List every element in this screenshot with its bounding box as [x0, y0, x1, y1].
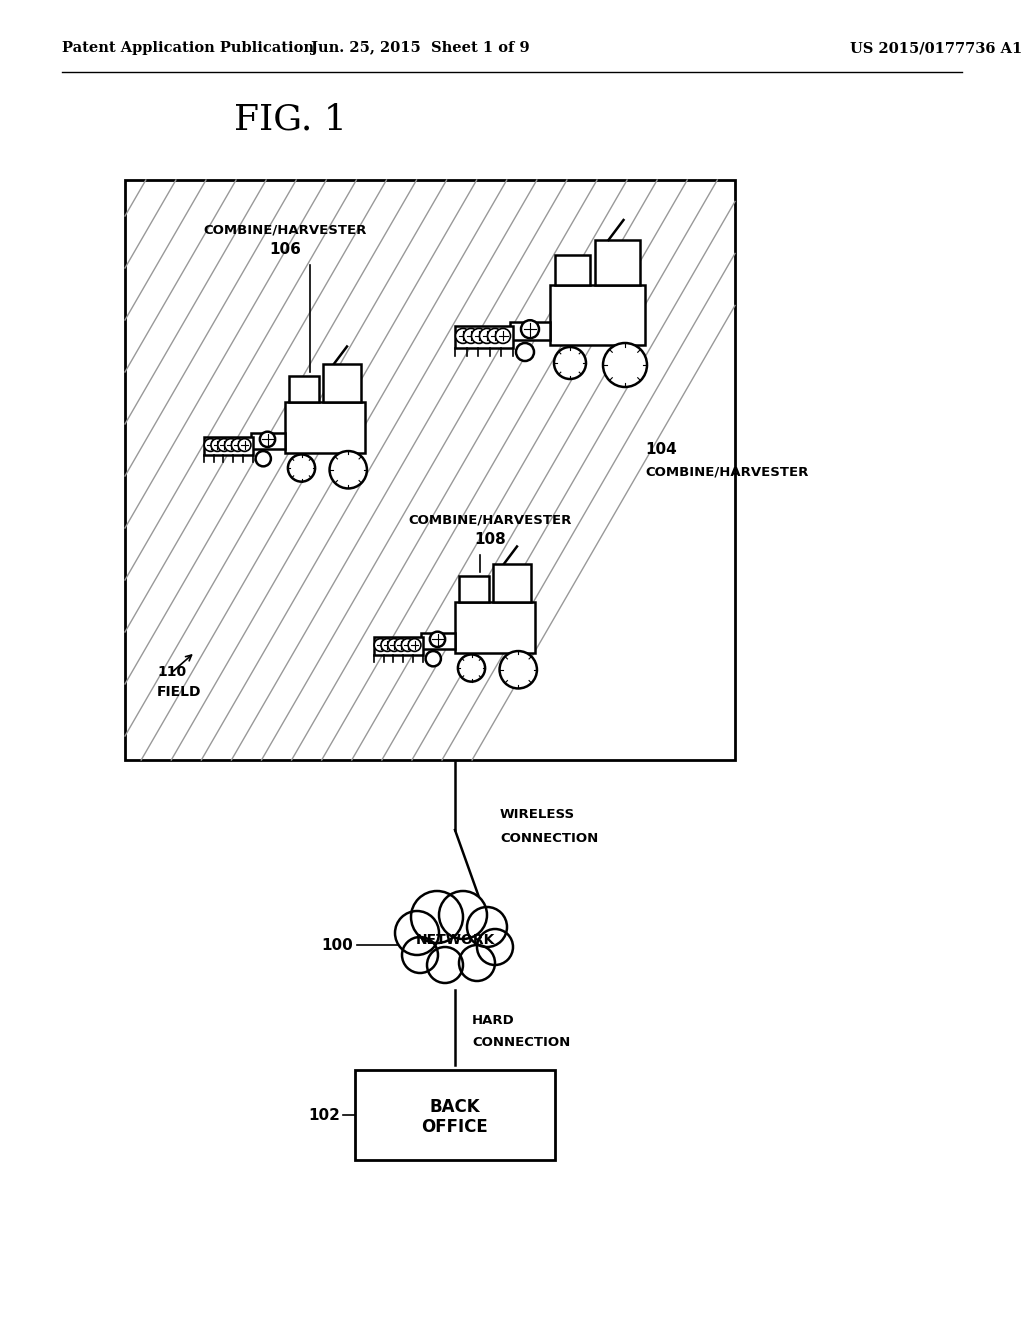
- Circle shape: [231, 438, 244, 451]
- Text: COMBINE/HARVESTER: COMBINE/HARVESTER: [409, 513, 571, 527]
- Bar: [204, 437, 253, 455]
- Bar: [595, 240, 640, 285]
- Bar: [493, 564, 531, 602]
- Circle shape: [456, 329, 470, 343]
- Circle shape: [471, 329, 486, 343]
- Circle shape: [496, 329, 511, 343]
- Text: 110: 110: [157, 665, 186, 678]
- Text: CONNECTION: CONNECTION: [500, 832, 598, 845]
- Circle shape: [439, 891, 487, 939]
- Bar: [251, 433, 285, 449]
- Circle shape: [388, 639, 400, 651]
- Text: US 2015/0177736 A1: US 2015/0177736 A1: [850, 41, 1022, 55]
- Circle shape: [374, 639, 387, 651]
- Text: CONNECTION: CONNECTION: [472, 1035, 570, 1048]
- Circle shape: [554, 347, 586, 379]
- Circle shape: [260, 432, 275, 447]
- Circle shape: [411, 891, 463, 942]
- Text: WIRELESS: WIRELESS: [500, 808, 575, 821]
- Circle shape: [487, 329, 503, 343]
- Circle shape: [330, 451, 367, 488]
- Circle shape: [395, 911, 439, 954]
- Circle shape: [458, 655, 485, 681]
- Text: 104: 104: [645, 442, 677, 458]
- Text: 108: 108: [474, 532, 506, 548]
- Text: FIG. 1: FIG. 1: [233, 103, 346, 137]
- Circle shape: [427, 946, 463, 983]
- Circle shape: [464, 329, 478, 343]
- Circle shape: [477, 929, 513, 965]
- Circle shape: [239, 438, 251, 451]
- Text: HARD: HARD: [472, 1014, 515, 1027]
- Circle shape: [479, 329, 495, 343]
- Text: Patent Application Publication: Patent Application Publication: [62, 41, 314, 55]
- Circle shape: [224, 438, 238, 451]
- Text: NETWORK: NETWORK: [416, 933, 495, 946]
- Bar: [555, 255, 590, 285]
- Circle shape: [459, 945, 495, 981]
- Circle shape: [430, 632, 445, 647]
- Circle shape: [288, 454, 315, 482]
- Bar: [355, 1071, 555, 1160]
- Circle shape: [427, 917, 483, 973]
- Circle shape: [204, 438, 217, 451]
- Bar: [285, 401, 366, 453]
- Bar: [289, 376, 318, 401]
- Circle shape: [394, 639, 408, 651]
- Text: 100: 100: [322, 937, 353, 953]
- Text: COMBINE/HARVESTER: COMBINE/HARVESTER: [204, 223, 367, 236]
- Text: FIELD: FIELD: [157, 685, 202, 700]
- Circle shape: [467, 907, 507, 946]
- Circle shape: [256, 451, 271, 466]
- Circle shape: [402, 937, 438, 973]
- Text: OFFICE: OFFICE: [422, 1118, 488, 1137]
- Circle shape: [521, 321, 539, 338]
- Bar: [323, 363, 361, 401]
- Bar: [510, 322, 550, 341]
- Bar: [550, 285, 645, 345]
- Text: Jun. 25, 2015  Sheet 1 of 9: Jun. 25, 2015 Sheet 1 of 9: [310, 41, 529, 55]
- Bar: [455, 602, 536, 653]
- Bar: [455, 326, 513, 348]
- Text: 102: 102: [308, 1107, 340, 1122]
- Circle shape: [381, 639, 393, 651]
- Text: 106: 106: [269, 243, 301, 257]
- Circle shape: [426, 651, 441, 667]
- Text: COMBINE/HARVESTER: COMBINE/HARVESTER: [645, 466, 808, 479]
- Bar: [459, 577, 488, 602]
- Text: BACK: BACK: [430, 1098, 480, 1115]
- Circle shape: [401, 639, 414, 651]
- Circle shape: [603, 343, 647, 387]
- Bar: [125, 180, 735, 760]
- Bar: [421, 634, 455, 648]
- Circle shape: [218, 438, 230, 451]
- Circle shape: [500, 651, 537, 689]
- Circle shape: [409, 639, 421, 651]
- Circle shape: [211, 438, 223, 451]
- Bar: [374, 636, 423, 655]
- Circle shape: [516, 343, 534, 360]
